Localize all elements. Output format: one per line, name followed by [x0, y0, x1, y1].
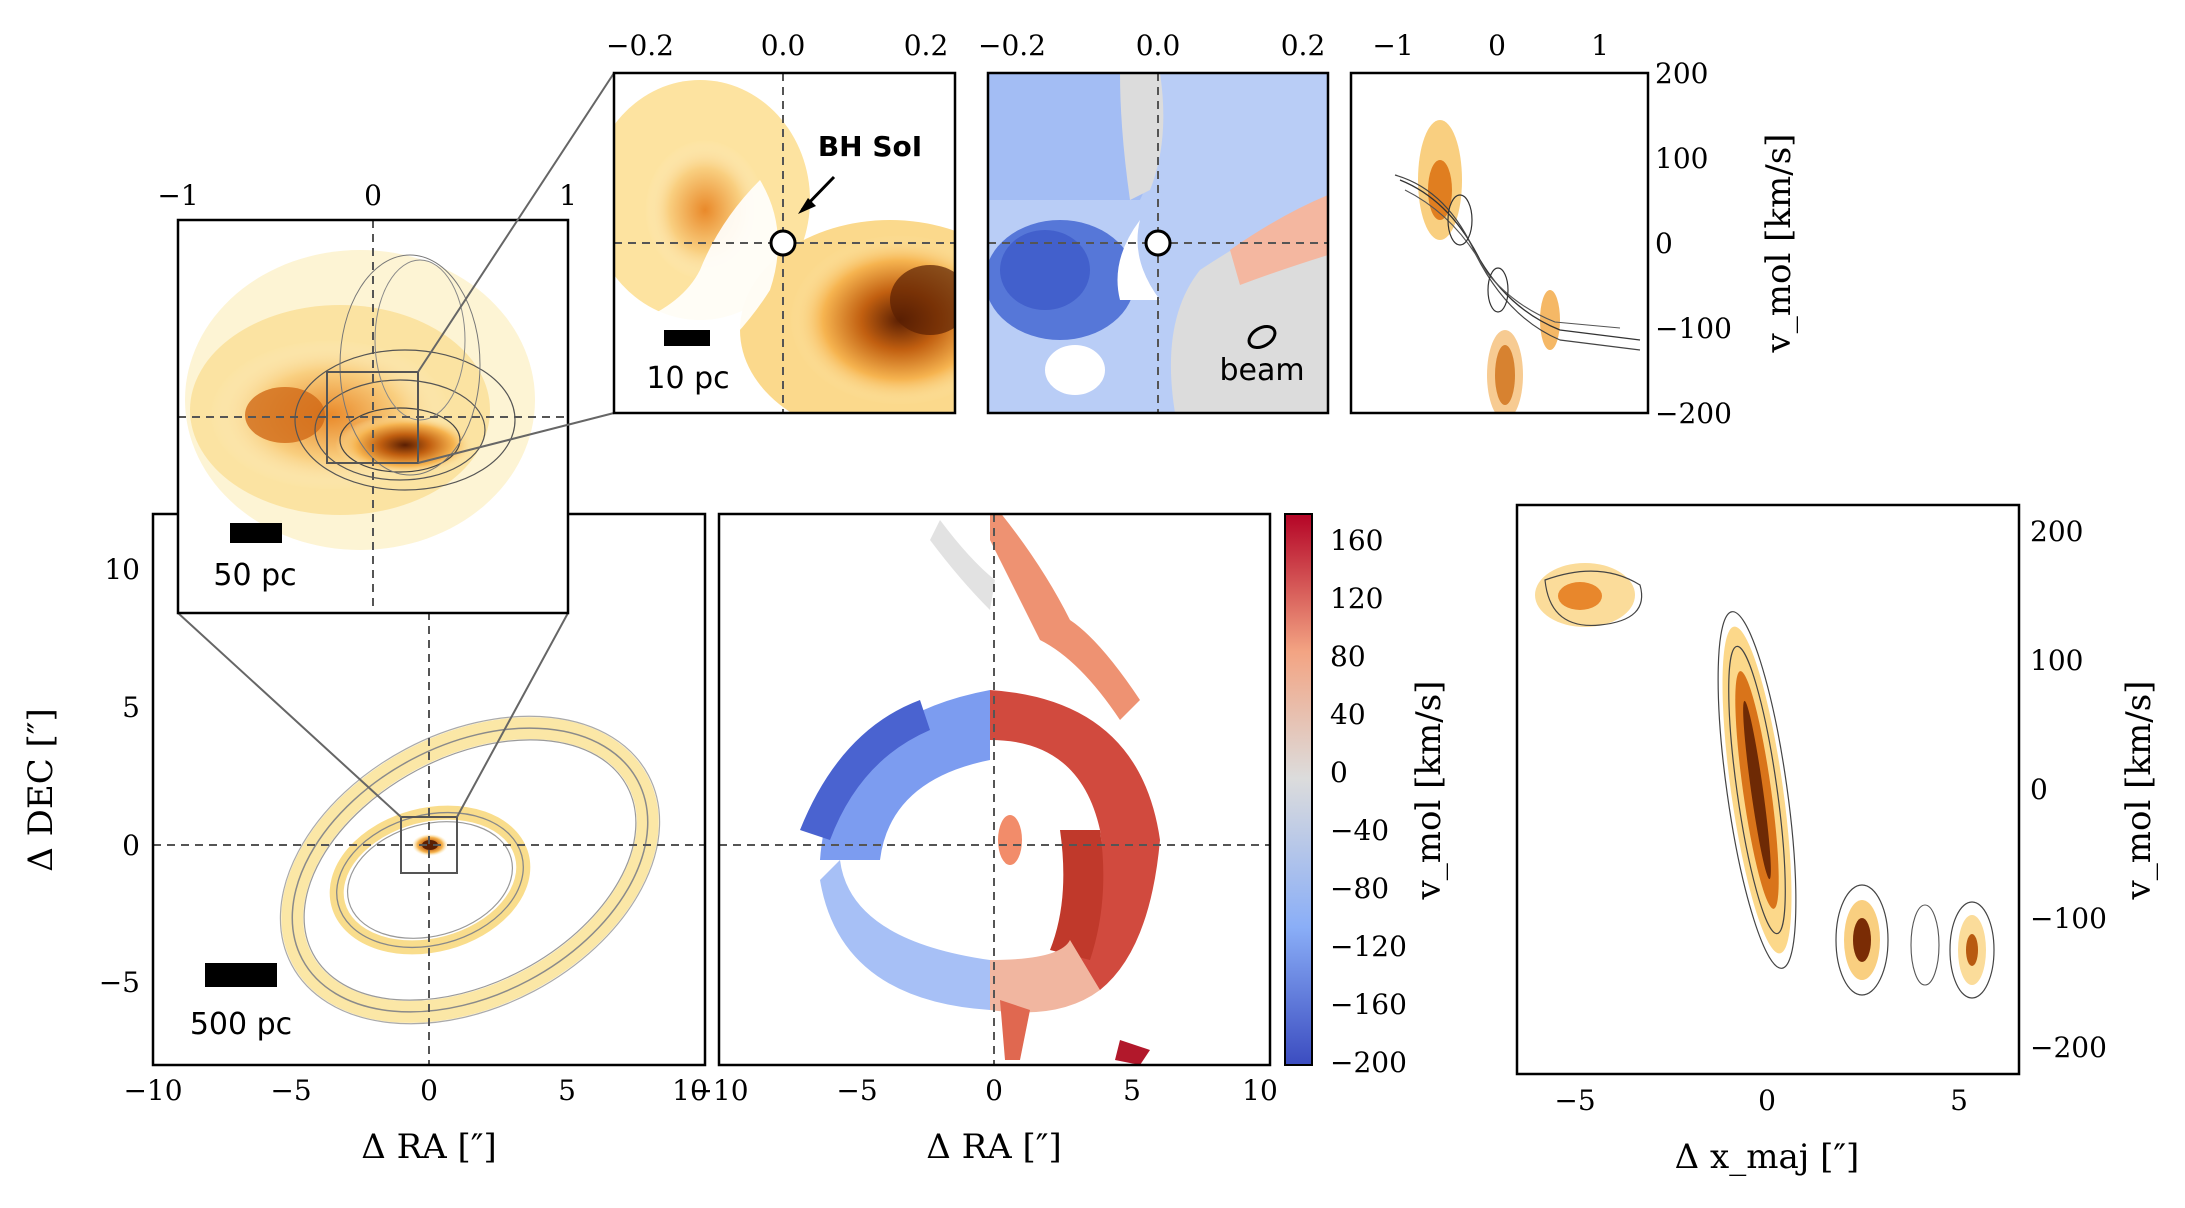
pv-major-xtick-label: 5 — [1950, 1084, 1968, 1117]
pv-major-xlabel: Δ x_maj [″] — [1675, 1137, 1860, 1177]
colorbar-tick: −80 — [1330, 872, 1389, 905]
ytick-label: 10 — [104, 553, 140, 586]
pv-nucleus-xtick-label: 0 — [1488, 29, 1506, 62]
colorbar-tick: 80 — [1330, 640, 1366, 673]
xtick-label: 0 — [985, 1074, 1003, 1107]
inset-xtick-label: 0 — [364, 179, 382, 212]
bh-soi-circle — [1144, 229, 1172, 257]
main-intensity-panel: 500 pc −10 −5 0 5 10 −5 0 5 10 Δ RA [″] … — [21, 512, 708, 1167]
xtick-label: −10 — [689, 1074, 748, 1107]
colorbar-tick: 40 — [1330, 698, 1366, 731]
pv-major-frame — [1515, 503, 2021, 1076]
zoom-box-main — [400, 816, 458, 874]
nucleus-velocity-xtick-label: 0.2 — [1281, 29, 1326, 62]
nucleus-xtick-label: 0.2 — [904, 29, 949, 62]
nucleus-xtick-label: −0.2 — [606, 29, 674, 62]
scalebar-10pc-label: 10 pc — [646, 361, 729, 396]
colorbar-tick: 160 — [1330, 524, 1383, 557]
pv-nucleus-frame — [1349, 71, 1650, 415]
pv-nucleus-ytick-label: −200 — [1655, 397, 1732, 430]
zoom-box-inset — [326, 371, 419, 464]
colorbar-tick: −200 — [1330, 1046, 1407, 1079]
zoom-connector — [417, 412, 615, 464]
inset-xtick-label: 1 — [559, 179, 577, 212]
pv-major-map — [1535, 563, 1995, 999]
pv-major-ytick-label: −200 — [2030, 1031, 2107, 1064]
pv-major-ytick-label: 200 — [2030, 515, 2083, 548]
xtick-label: −5 — [836, 1074, 877, 1107]
ytick-label: −5 — [99, 966, 140, 999]
main-velocity-map — [800, 514, 1160, 1065]
nucleus-intensity-panel: BH SoI 10 pc −0.2 0.0 0.2 — [606, 29, 957, 415]
pv-nucleus-panel: −1 0 1 200 100 0 −100 −200 v_mol [km/s] — [1349, 29, 1799, 430]
xtick-label: 10 — [672, 1074, 708, 1107]
main-intensity-yticks: −5 0 5 10 — [99, 553, 140, 999]
scalebar-500pc — [205, 963, 277, 987]
scalebar-50pc — [230, 523, 282, 543]
pv-nucleus-ytick-label: 200 — [1655, 57, 1708, 90]
pv-nucleus-ylabel: v_mol [km/s] — [1759, 134, 1799, 354]
scalebar-50pc-label: 50 pc — [213, 558, 296, 593]
pv-major-ytick-label: −100 — [2030, 902, 2107, 935]
inset-zoom-frame — [176, 218, 570, 615]
xtick-label: −10 — [123, 1074, 182, 1107]
main-velocity-xlabel: Δ RA [″] — [926, 1127, 1062, 1167]
main-intensity-xlabel: Δ RA [″] — [361, 1127, 497, 1167]
colorbar-tick: 120 — [1330, 582, 1383, 615]
main-velocity-frame — [717, 512, 1272, 1067]
colorbar-tick: −120 — [1330, 930, 1407, 963]
nucleus-velocity-xtick-label: −0.2 — [978, 29, 1046, 62]
pv-nucleus-xtick-label: −1 — [1372, 29, 1413, 62]
pv-major-ytick-label: 100 — [2030, 644, 2083, 677]
main-intensity-xticks: −10 −5 0 5 10 — [123, 1074, 707, 1107]
scalebar-500pc-label: 500 pc — [190, 1007, 292, 1042]
xtick-label: 5 — [1123, 1074, 1141, 1107]
main-intensity-map — [279, 715, 661, 1025]
inset-zoom-map — [185, 250, 535, 550]
pv-major-xtick-label: −5 — [1554, 1084, 1595, 1117]
pv-major-ytick-label: 0 — [2030, 773, 2048, 806]
colorbar-tick: −40 — [1330, 814, 1389, 847]
pv-major-panel: −5 0 5 200 100 0 −100 −200 Δ x_maj [″] v… — [1515, 503, 2159, 1177]
colorbar-label: v_mol [km/s] — [1409, 681, 1449, 901]
ytick-label: 0 — [122, 829, 140, 862]
nucleus-velocity-xtick-label: 0.0 — [1136, 29, 1181, 62]
xtick-label: 10 — [1242, 1074, 1278, 1107]
inset-xtick-label: −1 — [157, 179, 198, 212]
nucleus-velocity-panel: beam −0.2 0.0 0.2 — [978, 29, 1330, 415]
main-intensity-ylabel: Δ DEC [″] — [21, 708, 61, 872]
beam-label: beam — [1219, 353, 1304, 388]
bh-soi-circle — [769, 229, 797, 257]
pv-major-ylabel: v_mol [km/s] — [2119, 681, 2159, 901]
inset-zoom-panel: 50 pc −1 0 1 — [157, 179, 577, 818]
nucleus-xtick-label: 0.0 — [761, 29, 806, 62]
colorbar-gradient — [1284, 513, 1313, 1066]
xtick-label: 0 — [420, 1074, 438, 1107]
ytick-label: 5 — [122, 691, 140, 724]
main-velocity-xticks: −10 −5 0 5 10 — [689, 1074, 1277, 1107]
xtick-label: 5 — [558, 1074, 576, 1107]
zoom-connector — [417, 72, 615, 373]
pv-nucleus-map — [1394, 120, 1641, 413]
pv-nucleus-ytick-label: −100 — [1655, 312, 1732, 345]
pv-nucleus-ytick-label: 0 — [1655, 227, 1673, 260]
pv-nucleus-xtick-label: 1 — [1591, 29, 1609, 62]
nucleus-velocity-frame — [986, 71, 1330, 415]
colorbar-tick: −160 — [1330, 988, 1407, 1021]
beam-ellipse — [1247, 325, 1277, 349]
pv-nucleus-ytick-label: 100 — [1655, 142, 1708, 175]
bh-soi-label: BH SoI — [818, 130, 922, 163]
pv-major-xtick-label: 0 — [1758, 1084, 1776, 1117]
nucleus-intensity-map — [614, 80, 955, 413]
colorbar-tick: 0 — [1330, 756, 1348, 789]
velocity-colorbar: 160 120 80 40 0 −40 −80 −120 −160 −200 v… — [1284, 513, 1449, 1079]
nucleus-intensity-frame — [612, 71, 957, 415]
scalebar-10pc — [664, 330, 710, 346]
xtick-label: −5 — [270, 1074, 311, 1107]
main-velocity-panel: −10 −5 0 5 10 Δ RA [″] — [689, 512, 1278, 1167]
